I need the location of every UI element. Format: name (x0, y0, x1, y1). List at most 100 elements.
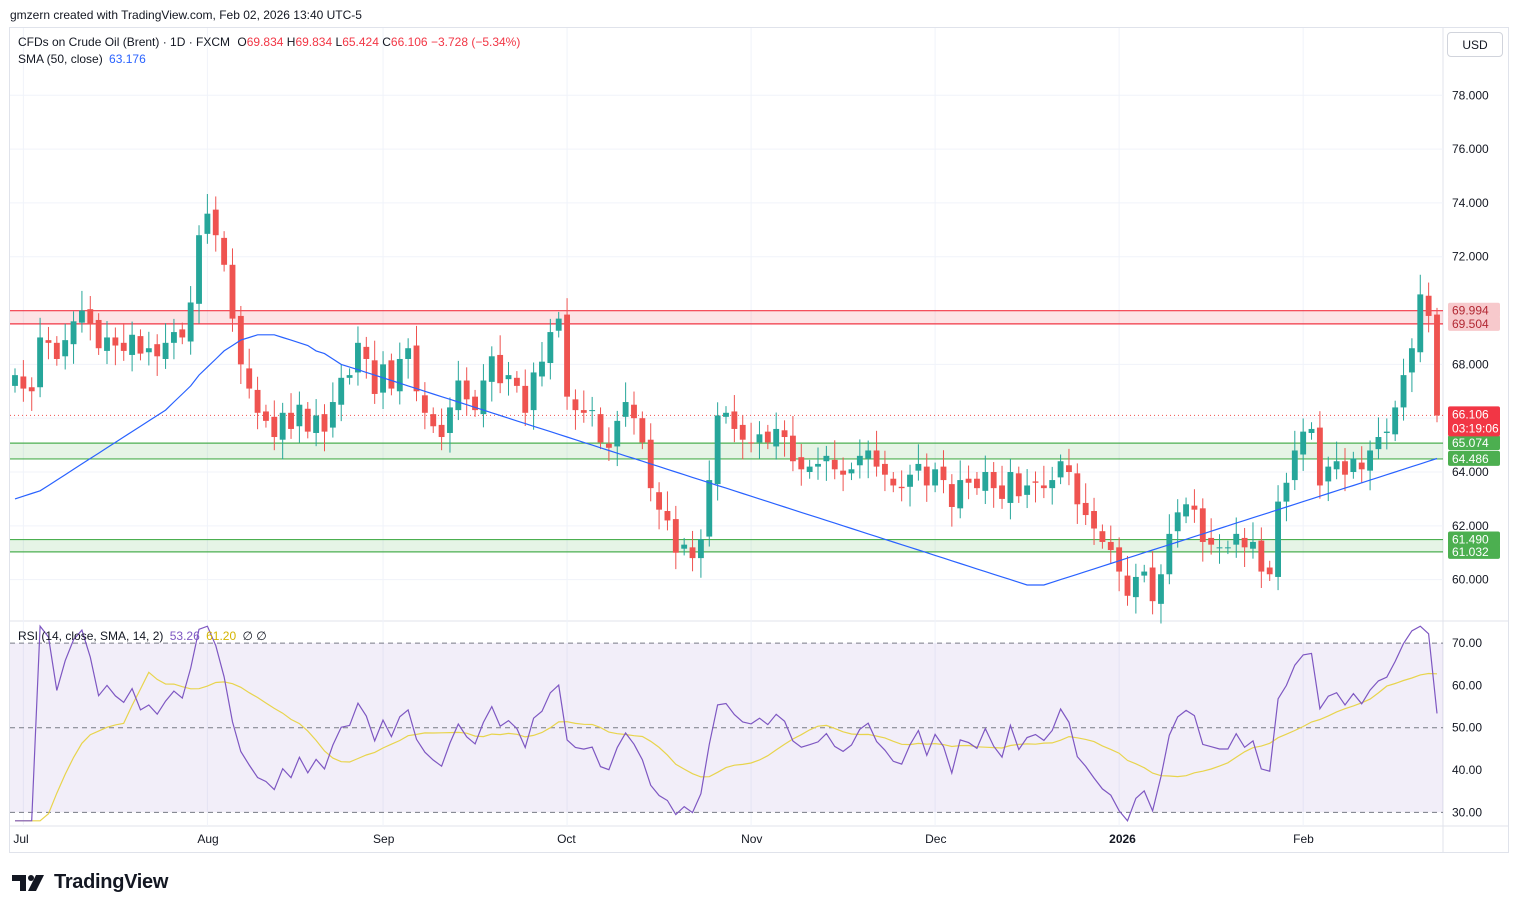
candle-up (1158, 574, 1164, 604)
candle-up (447, 407, 453, 433)
candle-down (1342, 461, 1348, 475)
candle-up (329, 402, 336, 428)
candle-down (463, 380, 470, 400)
candle-down (87, 309, 94, 324)
candle-down (28, 387, 35, 392)
time-tick-label: Dec (925, 832, 946, 846)
candle-down (689, 547, 696, 559)
candle-up (346, 375, 353, 378)
candle-down (781, 430, 788, 438)
candle-up (865, 450, 872, 459)
ohlc-high: 69.834 (295, 35, 333, 49)
candle-up (681, 544, 688, 549)
ohlc-open-label: O (237, 35, 247, 49)
last-price-tag-bg (1448, 406, 1500, 437)
candle-down (472, 396, 478, 411)
time-tick-label: Feb (1293, 832, 1314, 846)
candle-up (1233, 533, 1240, 545)
resistance-zone (10, 310, 1443, 324)
candle-down (1124, 575, 1131, 596)
tradingview-logo-icon (12, 874, 44, 891)
support-price-tag: 65.074 (1452, 436, 1489, 450)
candle-down (1199, 508, 1206, 542)
candle-up (455, 380, 462, 411)
candle-down (212, 209, 219, 236)
candle-down (940, 466, 947, 481)
candle-up (37, 337, 44, 388)
ohlc-low-label: L (335, 35, 343, 49)
ohlc-low: 65.424 (342, 35, 379, 49)
candle-down (522, 385, 529, 413)
candle-down (948, 484, 955, 507)
ohlc-close-label: C (382, 35, 391, 49)
candle-up (823, 455, 830, 462)
time-tick-label: Nov (741, 832, 762, 846)
candle-down (413, 345, 420, 392)
candle-up (1383, 431, 1390, 433)
candle-down (321, 414, 328, 432)
candle-up (505, 375, 512, 380)
candle-down (179, 329, 186, 338)
candle-up (622, 402, 629, 417)
candle-up (1007, 472, 1014, 503)
candle-up (932, 469, 939, 486)
candle-down (363, 346, 370, 359)
candle-up (196, 235, 202, 304)
candle-up (856, 455, 863, 466)
symbol-legend[interactable]: CFDs on Crude Oil (Brent) · 1D · FXCM O 6… (18, 35, 520, 49)
candle-up (70, 321, 77, 345)
candle-up (62, 340, 69, 357)
candle-down (371, 360, 378, 394)
candle-down (1149, 567, 1156, 602)
candle-down (388, 360, 395, 389)
rsi-sma-value: 61.20 (206, 629, 237, 643)
support-price-tag: 61.032 (1452, 545, 1489, 559)
candle-down (1266, 567, 1273, 575)
sma-line (14, 334, 1438, 586)
candle-down (95, 319, 102, 349)
candle-up (204, 213, 211, 234)
price-tick-label: 62.000 (1452, 519, 1489, 533)
candle-down (20, 376, 27, 389)
sma-legend[interactable]: SMA (50, close) 63.176 (18, 52, 146, 66)
candle-down (254, 389, 261, 413)
candle-down (831, 459, 838, 470)
candle-down (731, 411, 738, 429)
candle-down (1107, 541, 1114, 551)
candle-up (187, 302, 194, 342)
candle-up (547, 332, 554, 364)
tradingview-logo: TradingView (12, 871, 168, 894)
candle-down (221, 237, 228, 265)
candle-up (1024, 485, 1031, 495)
support-price-tag: 61.490 (1452, 533, 1489, 547)
candle-down (672, 519, 679, 553)
candle-up (279, 412, 286, 440)
candle-down (965, 478, 972, 483)
candle-down (1241, 537, 1248, 548)
support-price-tag-bg (1448, 450, 1500, 466)
symbol-name: CFDs on Crude Oil (Brent) · 1D · FXCM (18, 35, 231, 49)
candle-down (764, 431, 771, 443)
candle-down (1316, 427, 1323, 486)
candle-down (890, 478, 897, 486)
candle-up (296, 404, 303, 427)
candle-down (497, 354, 504, 384)
candle-down (1191, 505, 1198, 510)
support-zone (10, 539, 1443, 552)
candle-up (1283, 482, 1290, 502)
rsi-legend[interactable]: RSI (14, close, SMA, 14, 2) 53.26 61.20 … (18, 629, 267, 643)
candle-up (1300, 431, 1307, 455)
candle-up (1166, 533, 1173, 575)
candle-up (1275, 501, 1281, 577)
candle-up (907, 474, 913, 487)
candle-up (313, 415, 320, 433)
rsi-tick-label: 50.00 (1452, 721, 1482, 735)
candle-up (480, 380, 487, 415)
candle-down (1258, 540, 1265, 572)
currency-button[interactable]: USD (1447, 32, 1503, 57)
candle-up (714, 415, 721, 485)
candle-down (1099, 531, 1106, 542)
resistance-price-tag: 69.994 (1452, 304, 1489, 318)
chart-frame (9, 27, 1509, 853)
